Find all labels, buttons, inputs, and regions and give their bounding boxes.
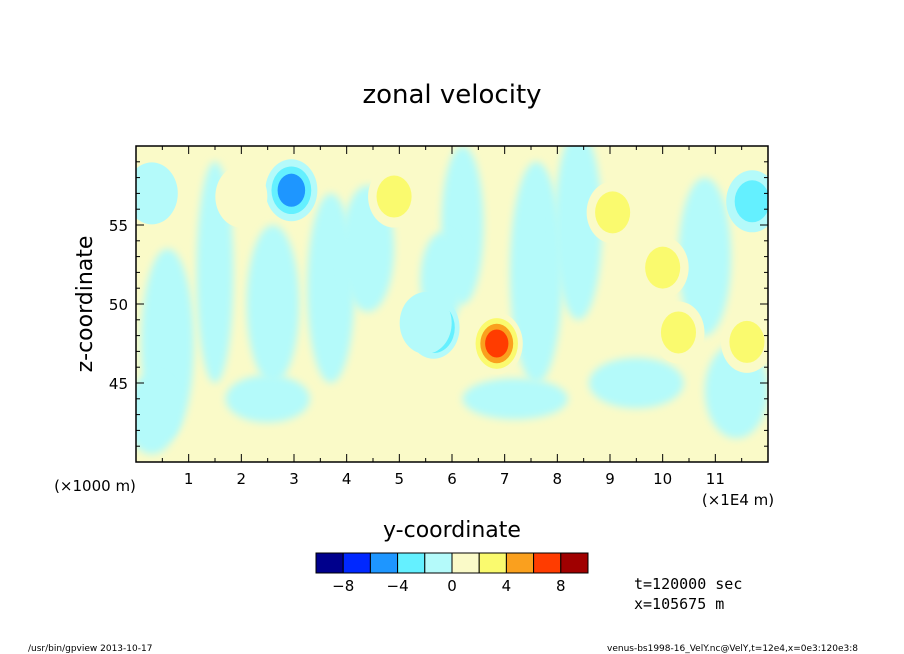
- weak-band: [462, 378, 568, 420]
- contour-level: [734, 180, 768, 223]
- x-axis: 1 2 3 4 5 6 7 8 9 10 11: [135, 146, 769, 488]
- contour-feature: [652, 301, 705, 364]
- contour-feature: [368, 165, 421, 228]
- contour-feature: [636, 236, 689, 299]
- colorbar-swatch: [560, 552, 589, 574]
- colorbar-swatch: [342, 552, 371, 574]
- y-axis-label: z-coordinate: [73, 236, 98, 373]
- x-tick-label: 9: [605, 470, 615, 488]
- colorbar: −8 −4 0 4 8: [315, 552, 589, 595]
- contour-feature: [136, 162, 178, 225]
- contour-feature: [215, 165, 268, 228]
- x-tick-label: 4: [342, 470, 352, 488]
- contour-level: [660, 311, 697, 354]
- contour-feature: [726, 170, 768, 233]
- contour-level: [376, 175, 412, 218]
- colorbar-swatch: [451, 552, 480, 574]
- x-unit-right: (×1E4 m): [702, 491, 774, 509]
- contour-level: [136, 162, 178, 225]
- y-axis: 45 50 55: [109, 145, 768, 463]
- contour-feature: [586, 181, 639, 244]
- contour-level: [399, 291, 452, 354]
- x-tick-label: 8: [553, 470, 563, 488]
- contour-level: [595, 191, 631, 234]
- x-axis-label: y-coordinate: [383, 518, 521, 543]
- colorbar-swatch: [478, 552, 507, 574]
- contour-level: [215, 165, 268, 228]
- weak-band: [554, 146, 603, 320]
- y-tick-label: 55: [109, 217, 128, 235]
- y-tick-label: 45: [109, 375, 128, 393]
- x-tick-label: 10: [653, 470, 672, 488]
- colorbar-label: 8: [556, 577, 566, 595]
- colorbar-swatch: [424, 552, 453, 574]
- x-tick-label: 5: [395, 470, 405, 488]
- y-tick-label: 50: [109, 296, 128, 314]
- weak-band: [509, 161, 563, 383]
- colorbar-swatch: [369, 552, 399, 574]
- contour-level: [729, 320, 765, 363]
- colorbar-swatch: [315, 552, 344, 574]
- contour-feature: [399, 291, 452, 354]
- field-features: [136, 159, 768, 375]
- x-tick-label: 3: [289, 470, 299, 488]
- position-annotation: x=105675 m: [634, 595, 724, 613]
- footer-left: /usr/bin/gpview 2013-10-17: [28, 644, 152, 654]
- colorbar-label: −4: [387, 577, 409, 595]
- weak-band: [136, 375, 179, 455]
- field-bands: [136, 146, 768, 455]
- contour-level: [485, 329, 509, 358]
- contour-feature: [720, 310, 768, 373]
- colorbar-swatch: [505, 552, 535, 574]
- x-unit-left: (×1000 m): [54, 477, 136, 495]
- footer-right: venus-bs1998-16_VelY.nc@VelY,t=12e4,x=0e…: [607, 644, 858, 654]
- contour-feature: [265, 159, 318, 222]
- x-tick-label: 7: [500, 470, 510, 488]
- x-tick-label: 2: [237, 470, 247, 488]
- x-tick-label: 6: [447, 470, 457, 488]
- weak-band: [246, 225, 300, 383]
- contour-level: [277, 173, 306, 207]
- colorbar-label: −8: [332, 577, 354, 595]
- time-annotation: t=120000 sec: [634, 575, 742, 593]
- contour-level: [645, 246, 681, 289]
- chart-title: zonal velocity: [362, 80, 541, 110]
- colorbar-label: 4: [502, 577, 512, 595]
- x-tick-label: 1: [184, 470, 194, 488]
- weak-band: [678, 177, 732, 336]
- weak-band: [588, 357, 684, 409]
- contour-field: [136, 146, 768, 462]
- colorbar-swatch: [533, 552, 562, 574]
- contour-feature: [470, 312, 523, 375]
- colorbar-label: 0: [447, 577, 457, 595]
- weak-band: [225, 375, 310, 423]
- x-tick-label: 11: [706, 470, 725, 488]
- colorbar-swatch: [397, 552, 426, 574]
